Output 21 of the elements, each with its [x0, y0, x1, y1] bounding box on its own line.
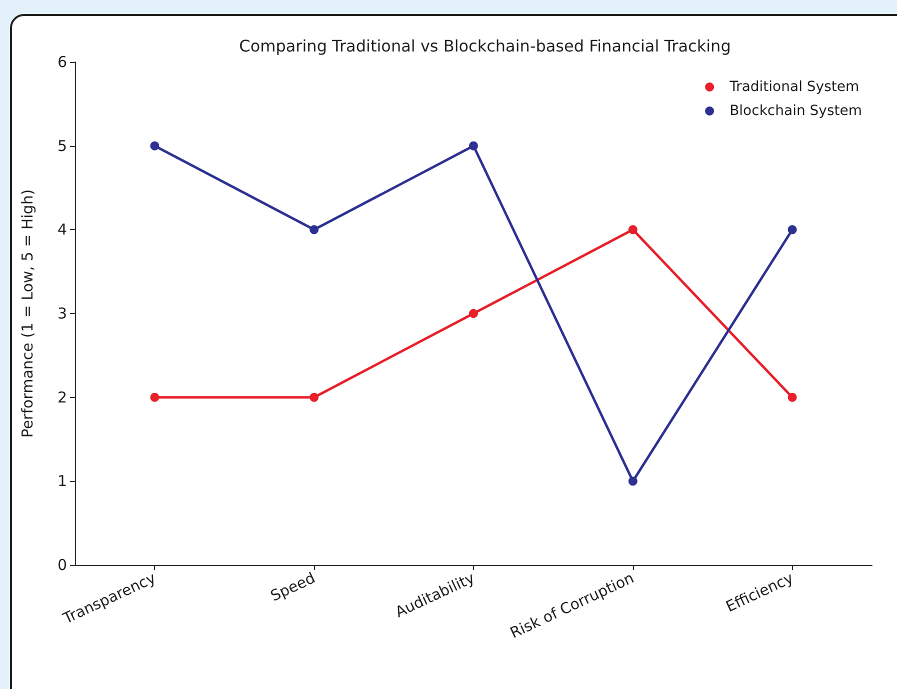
point — [150, 141, 160, 150]
point — [628, 225, 638, 234]
point — [788, 392, 797, 402]
y-tick-label: 5 — [57, 136, 67, 155]
y-tick-label: 6 — [57, 53, 67, 71]
point — [469, 309, 478, 318]
point — [310, 392, 319, 402]
point — [469, 141, 478, 150]
legend-label: Blockchain System — [730, 103, 862, 119]
y-axis-title: Performance (1 = Low, 5 = High) — [18, 189, 36, 438]
chart-title: Comparing Traditional vs Blockchain-based Financial Tracking — [239, 36, 731, 56]
y-tick-label: 2 — [57, 388, 67, 406]
point — [310, 225, 319, 234]
y-tick-label: 1 — [57, 472, 67, 490]
point — [788, 225, 797, 234]
point — [628, 476, 638, 486]
point — [150, 392, 160, 402]
y-tick-label: 3 — [57, 304, 67, 322]
y-tick-label: 0 — [57, 556, 67, 574]
y-tick-label: 4 — [57, 220, 67, 239]
legend-label: Traditional System — [728, 79, 860, 95]
